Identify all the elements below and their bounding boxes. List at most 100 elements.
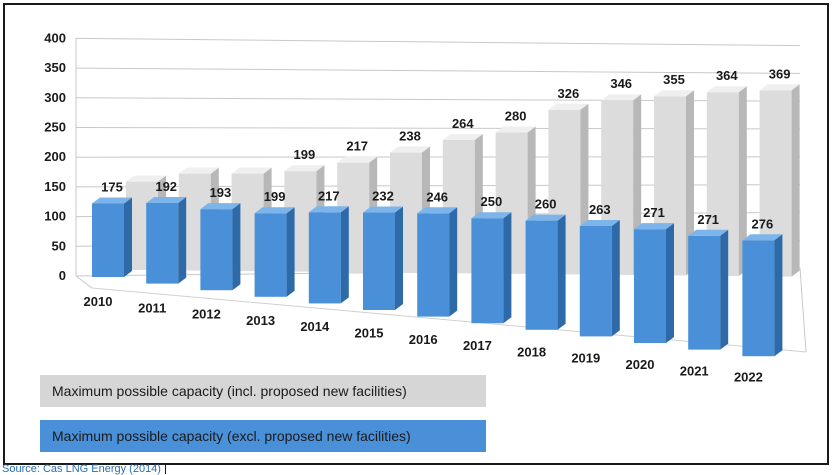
bar-front-2019-top [579,219,620,226]
data-label-front: 271 [697,212,719,227]
source-caption-text: Source: Cas LNG Energy (2014) [2,463,161,475]
data-label-front: 271 [643,205,665,220]
bar-front-2019 [579,219,620,337]
bar-back-2018-top [548,103,589,110]
bar-front-2021-front [688,235,721,350]
legend-label-0: Maximum possible capacity (incl. propose… [52,383,407,399]
bar-front-2010-top [92,197,132,204]
bar-back-2020 [654,90,694,276]
data-label-back: 238 [399,129,421,144]
y-tick-label: 300 [44,90,66,105]
bar-front-2010-front [92,203,124,277]
data-label-back: 326 [558,86,580,101]
legend-swatch-1 [40,420,486,452]
data-label-front: 263 [589,202,611,217]
gridline [75,37,801,47]
bar-front-2014 [308,206,349,304]
bar-front-2021 [688,229,729,350]
bar-back-2019-top [601,94,642,101]
y-tick-label: 250 [44,120,66,135]
data-label-front: 276 [752,216,774,231]
bar-back-2011-top [178,167,219,174]
data-label-front: 232 [372,189,394,204]
data-label-back: 355 [663,72,685,87]
bar-back-2015-top [390,146,430,153]
data-label-front: 246 [426,189,448,204]
x-tick-label: 2010 [84,294,113,309]
bar-front-2017-front [471,218,504,324]
bar-back-2021-side [738,86,747,277]
floor-edge-right [799,267,807,353]
bar-front-2016-top [417,207,458,214]
bar-back-2016-top [442,133,483,140]
data-label-back: 280 [505,108,527,123]
x-tick-label: 2013 [246,313,275,328]
bar-back-2014-top [337,156,378,163]
y-tick-label: 200 [44,149,66,164]
y-tick-label: 100 [44,209,66,224]
data-label-back: 346 [610,76,632,91]
y-tick-label: 0 [59,268,66,283]
data-label-back: 264 [452,116,474,131]
data-label-back: 217 [346,139,368,154]
data-label-front: 217 [318,188,340,203]
data-label-front: 260 [535,197,557,212]
y-tick-label: 150 [44,179,66,194]
bar-front-2022-top [742,234,783,241]
floor-edge-left [75,275,93,289]
bar-back-2013-top [284,165,325,172]
bar-front-2021-top [688,229,729,236]
data-label-back: 199 [294,147,316,162]
bar-front-2013-front [254,213,287,297]
bar-front-2018-front [525,220,558,330]
bar-front-2020-front [634,229,666,343]
bar-front-2011-front [146,202,179,284]
data-label-front: 192 [155,179,177,194]
bar-front-2020-top [634,223,674,230]
bar-front-2022-front [742,240,775,357]
x-tick-label: 2016 [409,332,438,347]
bar-front-2012-front [200,209,233,291]
data-label-front: 199 [264,189,286,204]
x-tick-label: 2019 [571,351,600,366]
bar-front-2017-side [503,212,512,324]
source-caption: Source: Cas LNG Energy (2014) [2,463,166,475]
bar-front-2020 [634,223,674,343]
x-tick-label: 2017 [463,338,492,353]
bar-front-2021-side [720,229,729,350]
bar-front-2015-side [395,206,403,310]
bar-front-2016 [417,207,458,317]
x-tick-label: 2015 [355,326,384,341]
bar-front-2015 [363,206,403,310]
y-tick-label: 50 [52,238,66,253]
bar-front-2010-side [124,197,132,277]
bar-front-2014-side [340,206,349,304]
data-label-front: 193 [210,185,232,200]
x-tick-label: 2018 [517,344,546,359]
data-label-front: 175 [101,180,123,195]
bar-front-2012 [200,203,241,291]
bar-front-2012-top [200,203,241,210]
bar-front-2014-front [308,212,341,304]
bar-back-2017-top [495,126,536,133]
data-label-front: 250 [481,194,503,209]
bar-front-2011 [146,196,187,284]
bar-front-2018-side [557,214,566,330]
data-label-back: 369 [769,66,791,81]
bar-front-2014-top [308,206,349,213]
x-tick-label: 2022 [734,370,763,385]
x-tick-label: 2012 [192,307,221,322]
bar-front-2010 [92,197,132,277]
bar-back-2020-side [686,90,694,276]
bar-front-2018 [525,214,566,330]
bar-front-2015-front [363,212,395,310]
bar-front-2022-side [774,234,783,357]
bar-back-2022-top [759,84,800,91]
x-tick-label: 2020 [626,357,655,372]
bar-front-2011-top [146,196,187,203]
gridline [75,67,801,74]
bar-front-2013 [254,207,295,297]
data-label-back: 364 [716,68,738,83]
bar-front-2019-front [579,225,612,337]
